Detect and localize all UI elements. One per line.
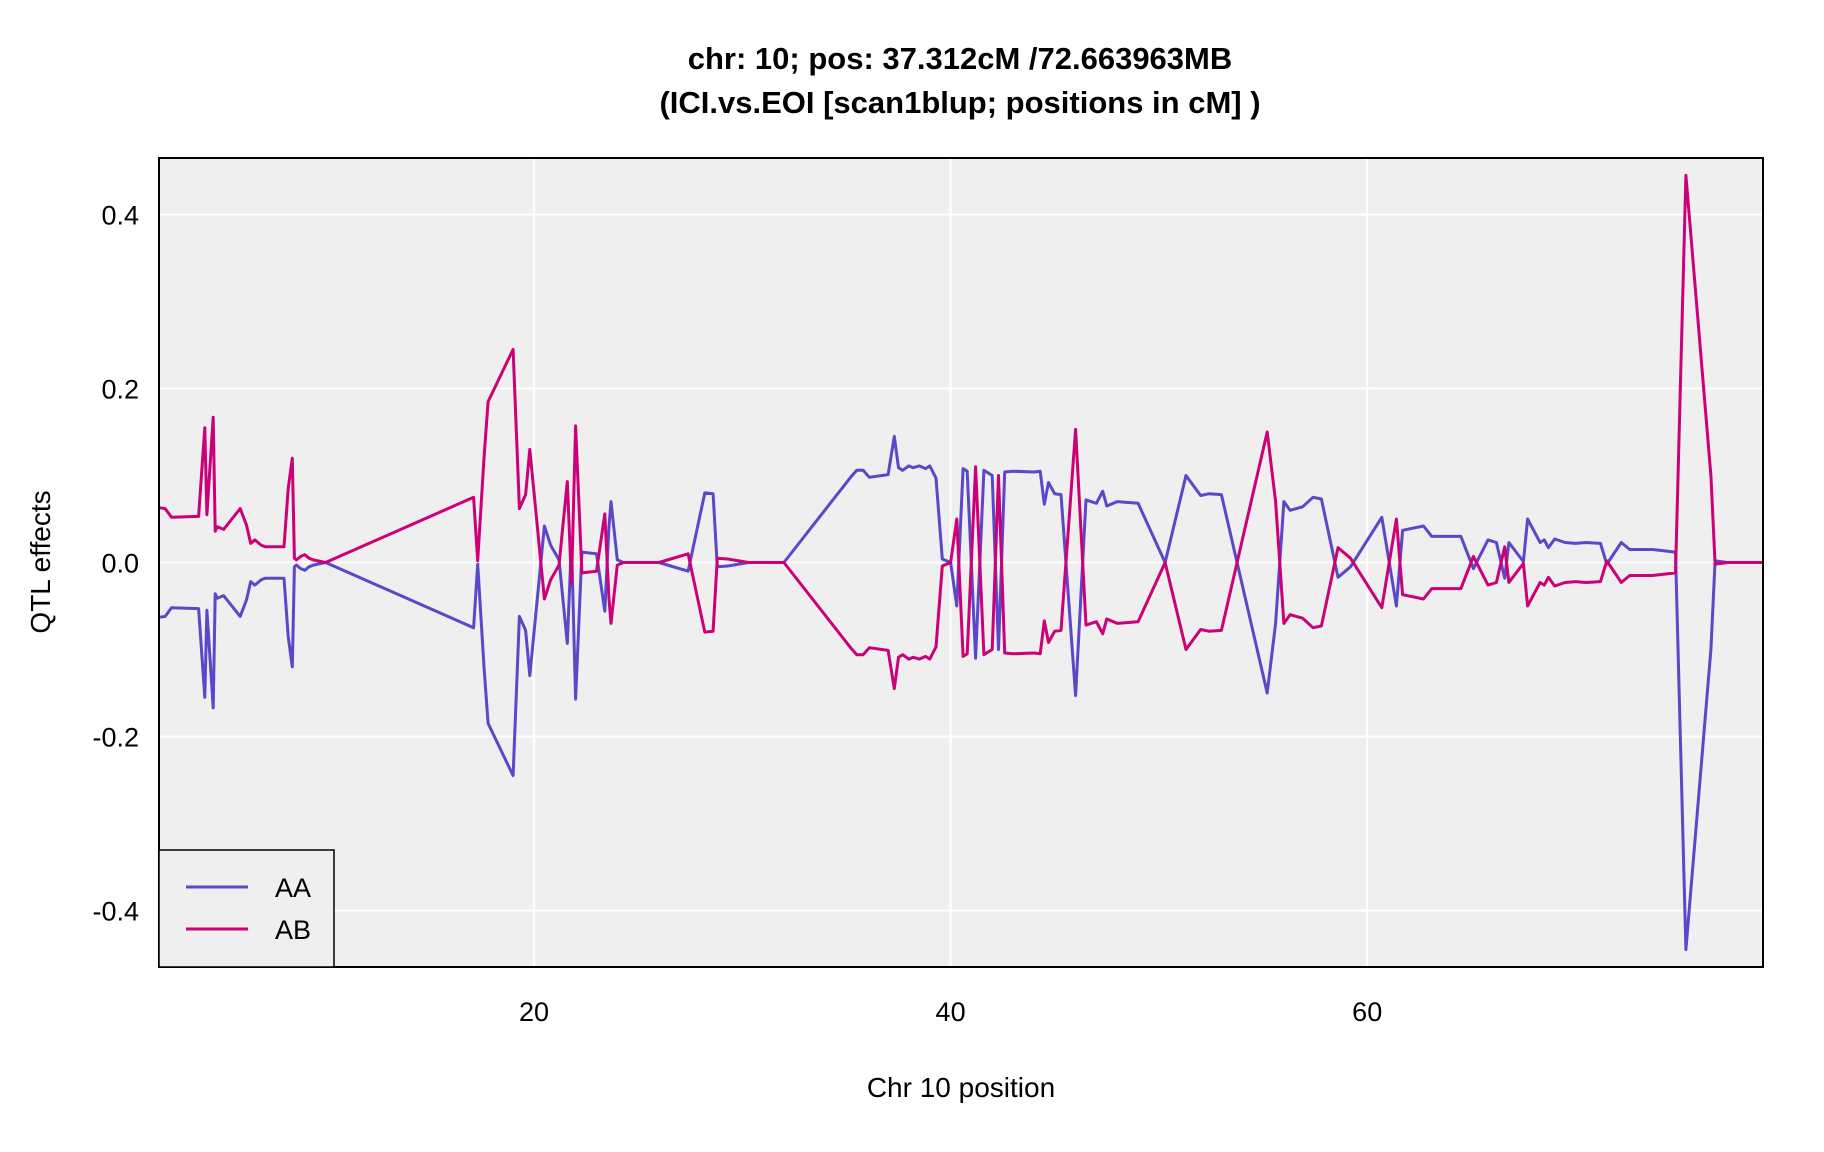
series-line-aa (158, 434, 1763, 952)
y-axis-label: QTL effects (25, 490, 56, 633)
legend-label-ab: AB (275, 915, 311, 945)
x-tick-label: 40 (936, 997, 966, 1027)
y-tick-label: 0.4 (101, 201, 139, 231)
series-layer (158, 173, 1763, 952)
y-tick-label: -0.4 (92, 896, 139, 926)
plot-frame (158, 157, 1764, 968)
legend-label-aa: AA (275, 873, 311, 903)
y-tick-label: 0.0 (101, 549, 139, 579)
x-tick-label: 60 (1352, 997, 1382, 1027)
legend: AA AB (158, 849, 335, 968)
x-axis-ticks: 20 40 60 (519, 997, 1382, 1027)
x-tick-label: 20 (519, 997, 549, 1027)
chart-subtitle: (ICI.vs.EOI [scan1blup; positions in cM]… (659, 85, 1260, 120)
y-tick-label: -0.2 (92, 722, 139, 752)
y-tick-label: 0.2 (101, 375, 139, 405)
chart-title: chr: 10; pos: 37.312cM /72.663963MB (688, 41, 1233, 76)
x-axis-label: Chr 10 position (867, 1072, 1055, 1103)
y-gridlines (159, 213, 1763, 912)
y-axis-ticks: -0.4 -0.2 0.0 0.2 0.4 (92, 201, 139, 927)
legend-box (158, 849, 335, 968)
series-line-ab (158, 173, 1763, 691)
